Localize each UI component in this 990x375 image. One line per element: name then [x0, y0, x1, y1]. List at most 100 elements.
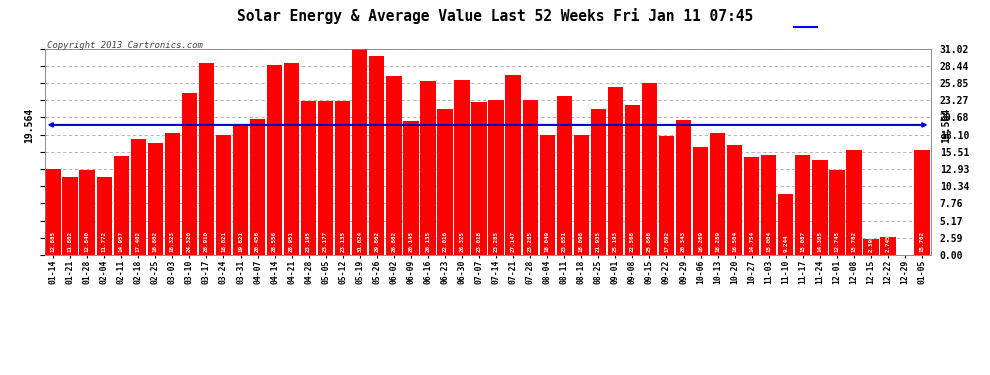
Bar — [710, 134, 726, 255]
Text: 26.325: 26.325 — [459, 231, 464, 252]
Bar — [421, 81, 436, 255]
Bar — [540, 135, 554, 255]
Text: 28.556: 28.556 — [272, 231, 277, 252]
Text: Solar Energy & Average Value Last 52 Weeks Fri Jan 11 07:45: Solar Energy & Average Value Last 52 Wee… — [237, 8, 753, 24]
Bar — [591, 109, 606, 255]
Text: 31.024: 31.024 — [357, 231, 362, 252]
Text: 15.762: 15.762 — [920, 231, 925, 252]
Bar — [369, 57, 384, 255]
Text: 16.504: 16.504 — [733, 231, 738, 252]
Bar — [267, 65, 282, 255]
Text: 15.762: 15.762 — [851, 231, 856, 252]
Text: 11.772: 11.772 — [102, 231, 107, 252]
Bar — [454, 80, 469, 255]
Text: 29.862: 29.862 — [374, 231, 379, 252]
Text: 23.135: 23.135 — [341, 231, 346, 252]
Bar — [386, 76, 402, 255]
Text: 12.885: 12.885 — [50, 231, 55, 252]
Text: 28.910: 28.910 — [204, 231, 209, 252]
Bar — [727, 145, 742, 255]
Bar — [642, 83, 657, 255]
Text: 19.564: 19.564 — [24, 107, 34, 142]
Text: 21.935: 21.935 — [596, 231, 601, 252]
Text: 28.951: 28.951 — [289, 231, 294, 252]
Bar — [880, 237, 896, 255]
Text: 23.851: 23.851 — [561, 231, 566, 252]
Text: 14.957: 14.957 — [119, 231, 124, 252]
Bar — [658, 136, 674, 255]
Bar — [761, 155, 776, 255]
Bar — [233, 124, 248, 255]
Text: 23.285: 23.285 — [528, 231, 533, 252]
Bar — [148, 143, 163, 255]
Text: 23.177: 23.177 — [323, 231, 329, 252]
Bar — [403, 121, 419, 255]
Text: 18.098: 18.098 — [579, 231, 584, 252]
Text: 23.195: 23.195 — [306, 231, 311, 252]
Text: Daily  ($): Daily ($) — [896, 22, 950, 32]
Text: 25.866: 25.866 — [646, 231, 652, 252]
Bar — [199, 63, 214, 255]
Bar — [96, 177, 112, 255]
Text: 18.323: 18.323 — [170, 231, 175, 252]
Text: 18.049: 18.049 — [544, 231, 549, 252]
Text: 26.862: 26.862 — [391, 231, 396, 252]
Bar — [915, 150, 930, 255]
Text: 9.244: 9.244 — [783, 234, 788, 252]
Text: 20.145: 20.145 — [409, 231, 414, 252]
Text: 11.802: 11.802 — [67, 231, 72, 252]
Text: 19.564: 19.564 — [941, 107, 951, 142]
Text: 12.840: 12.840 — [85, 231, 90, 252]
Bar — [812, 160, 828, 255]
Bar — [488, 100, 504, 255]
Text: 22.016: 22.016 — [443, 231, 447, 252]
Bar — [556, 96, 572, 255]
Text: 25.193: 25.193 — [613, 231, 618, 252]
Bar — [846, 150, 861, 255]
Bar — [438, 109, 452, 255]
Bar — [114, 156, 129, 255]
Bar — [182, 93, 197, 255]
Bar — [352, 49, 367, 255]
Bar — [625, 105, 641, 255]
Text: 23.285: 23.285 — [494, 231, 499, 252]
Bar — [131, 139, 146, 255]
Text: 18.021: 18.021 — [221, 231, 226, 252]
Text: 12.745: 12.745 — [835, 231, 840, 252]
Bar — [573, 135, 589, 255]
Text: 17.402: 17.402 — [136, 231, 141, 252]
Text: 2.745: 2.745 — [885, 234, 890, 252]
Text: 27.147: 27.147 — [511, 231, 516, 252]
Bar — [693, 147, 708, 255]
Bar — [608, 87, 623, 255]
Bar — [830, 170, 844, 255]
Text: 15.087: 15.087 — [800, 231, 805, 252]
Text: 20.343: 20.343 — [681, 231, 686, 252]
Text: 19.621: 19.621 — [238, 231, 243, 252]
Bar — [471, 102, 487, 255]
Text: 20.456: 20.456 — [255, 231, 260, 252]
Text: 17.892: 17.892 — [664, 231, 669, 252]
Text: 26.135: 26.135 — [426, 231, 431, 252]
Text: Copyright 2013 Cartronics.com: Copyright 2013 Cartronics.com — [47, 41, 202, 50]
Bar — [523, 100, 538, 255]
Bar — [795, 154, 811, 255]
Bar — [79, 170, 95, 255]
Bar — [216, 135, 231, 255]
Bar — [164, 133, 180, 255]
Bar — [318, 101, 334, 255]
Text: 23.018: 23.018 — [476, 231, 481, 252]
Bar — [676, 120, 691, 255]
Bar — [863, 239, 879, 255]
Text: Average  ($): Average ($) — [822, 22, 886, 32]
Text: 14.754: 14.754 — [749, 231, 754, 252]
Text: 22.568: 22.568 — [630, 231, 635, 252]
Text: 24.320: 24.320 — [187, 231, 192, 252]
Text: 2.398: 2.398 — [868, 234, 873, 252]
Bar — [301, 101, 317, 255]
Text: 16.802: 16.802 — [152, 231, 157, 252]
Bar — [284, 63, 299, 255]
Bar — [744, 157, 759, 255]
Text: 14.305: 14.305 — [818, 231, 823, 252]
Bar — [778, 194, 793, 255]
